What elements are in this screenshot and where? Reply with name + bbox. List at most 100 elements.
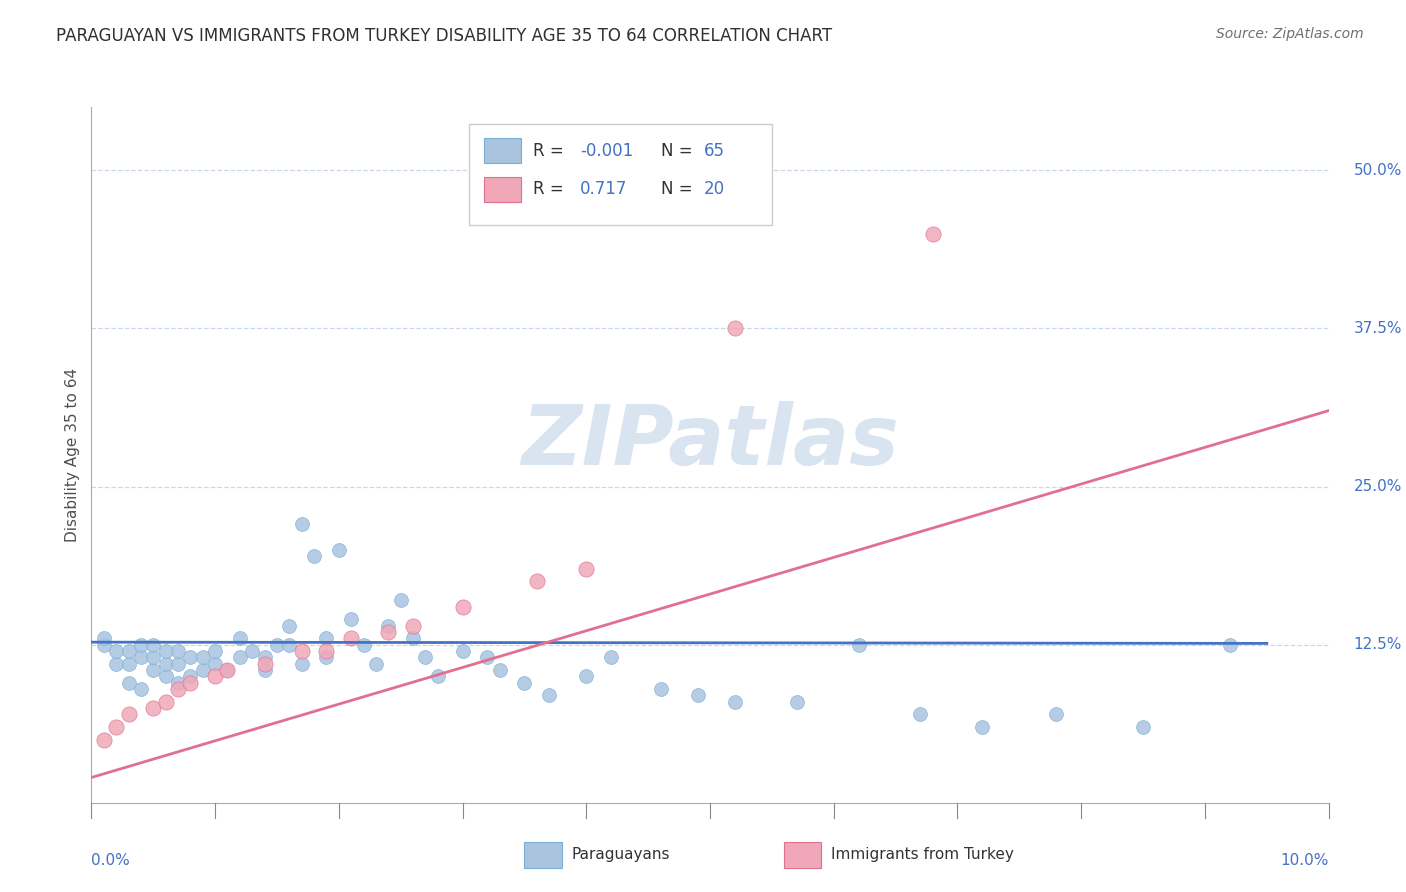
Text: 37.5%: 37.5% xyxy=(1354,321,1402,336)
Point xyxy=(575,562,598,576)
Point xyxy=(253,657,276,671)
FancyBboxPatch shape xyxy=(524,842,561,868)
Point xyxy=(142,650,165,665)
Text: Source: ZipAtlas.com: Source: ZipAtlas.com xyxy=(1216,27,1364,41)
Text: Paraguayans: Paraguayans xyxy=(571,847,669,863)
Point xyxy=(217,663,239,677)
Point xyxy=(129,638,152,652)
Point xyxy=(910,707,932,722)
Text: PARAGUAYAN VS IMMIGRANTS FROM TURKEY DISABILITY AGE 35 TO 64 CORRELATION CHART: PARAGUAYAN VS IMMIGRANTS FROM TURKEY DIS… xyxy=(56,27,832,45)
Text: 0.0%: 0.0% xyxy=(91,854,131,869)
Point xyxy=(142,701,165,715)
Point xyxy=(93,632,115,646)
Point xyxy=(686,688,709,702)
Text: N =: N = xyxy=(661,180,692,198)
Point xyxy=(155,695,177,709)
Point xyxy=(278,638,301,652)
Point xyxy=(117,644,139,658)
Point xyxy=(179,669,201,683)
Point xyxy=(167,681,190,696)
Point xyxy=(167,644,190,658)
Point xyxy=(786,695,808,709)
Point xyxy=(142,663,165,677)
Point xyxy=(129,681,152,696)
Point xyxy=(315,644,337,658)
Point xyxy=(229,650,252,665)
Point xyxy=(1132,720,1154,734)
Point xyxy=(204,644,226,658)
Point xyxy=(451,599,474,614)
Point xyxy=(142,638,165,652)
Point xyxy=(402,618,425,632)
Y-axis label: Disability Age 35 to 64: Disability Age 35 to 64 xyxy=(65,368,80,542)
Text: 10.0%: 10.0% xyxy=(1281,854,1329,869)
Point xyxy=(204,669,226,683)
Point xyxy=(426,669,449,683)
Point xyxy=(1219,638,1241,652)
Point xyxy=(328,542,350,557)
Text: ZIPatlas: ZIPatlas xyxy=(522,401,898,482)
Point xyxy=(650,681,672,696)
Point xyxy=(538,688,561,702)
Point xyxy=(93,732,115,747)
FancyBboxPatch shape xyxy=(468,124,772,226)
Point xyxy=(117,675,139,690)
Point xyxy=(340,612,363,626)
Point xyxy=(315,632,337,646)
Point xyxy=(377,618,399,632)
Point xyxy=(291,657,314,671)
Point xyxy=(105,644,128,658)
Point xyxy=(340,632,363,646)
Point xyxy=(291,517,314,532)
Point xyxy=(266,638,288,652)
Point xyxy=(488,663,510,677)
Point xyxy=(389,593,412,607)
FancyBboxPatch shape xyxy=(785,842,821,868)
Point xyxy=(155,669,177,683)
Point xyxy=(105,720,128,734)
Point xyxy=(921,227,943,241)
Point xyxy=(724,321,747,335)
Text: 20: 20 xyxy=(704,180,725,198)
Point xyxy=(229,632,252,646)
Point xyxy=(315,650,337,665)
Point xyxy=(240,644,263,658)
Point xyxy=(600,650,623,665)
Point xyxy=(972,720,994,734)
Text: 25.0%: 25.0% xyxy=(1354,479,1402,494)
Point xyxy=(155,644,177,658)
Point xyxy=(724,695,747,709)
FancyBboxPatch shape xyxy=(484,177,520,202)
Point xyxy=(191,663,214,677)
FancyBboxPatch shape xyxy=(484,138,520,163)
Text: -0.001: -0.001 xyxy=(581,142,633,160)
Point xyxy=(402,632,425,646)
Point xyxy=(105,657,128,671)
Point xyxy=(377,625,399,640)
Point xyxy=(191,650,214,665)
Text: R =: R = xyxy=(533,180,564,198)
Point xyxy=(167,675,190,690)
Point xyxy=(1045,707,1067,722)
Text: 0.717: 0.717 xyxy=(581,180,627,198)
Point xyxy=(155,657,177,671)
Point xyxy=(167,657,190,671)
Text: N =: N = xyxy=(661,142,692,160)
Point xyxy=(291,644,314,658)
Point xyxy=(217,663,239,677)
Text: Immigrants from Turkey: Immigrants from Turkey xyxy=(831,847,1014,863)
Point xyxy=(117,707,139,722)
Point xyxy=(129,650,152,665)
Point xyxy=(302,549,325,563)
Text: R =: R = xyxy=(533,142,564,160)
Point xyxy=(93,638,115,652)
Point xyxy=(415,650,437,665)
Point xyxy=(451,644,474,658)
Point xyxy=(513,675,536,690)
Point xyxy=(364,657,387,671)
Text: 50.0%: 50.0% xyxy=(1354,163,1402,178)
Point xyxy=(278,618,301,632)
Point xyxy=(477,650,499,665)
Point xyxy=(526,574,548,589)
Point xyxy=(204,657,226,671)
